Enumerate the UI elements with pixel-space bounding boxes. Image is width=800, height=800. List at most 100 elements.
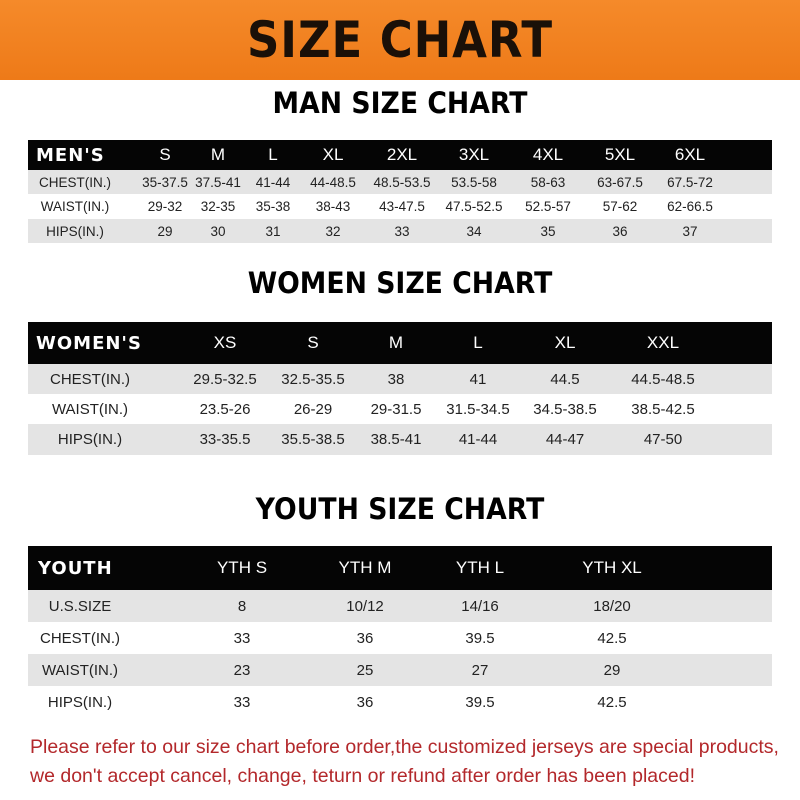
size-value: 33-35.5: [199, 431, 251, 448]
measure-label: HIPS(IN.): [46, 223, 104, 239]
size-header: YTH S: [216, 558, 268, 577]
size-value: 31: [265, 223, 281, 239]
order-notice: Please refer to our size chart before or…: [30, 733, 790, 791]
size-value: 41: [469, 370, 487, 388]
size-header: 2XL: [386, 145, 418, 164]
size-value: 37.5-41: [195, 174, 241, 190]
size-value: 47-50: [643, 431, 683, 448]
size-value: 32-35: [200, 199, 236, 214]
size-value: 47.5-52.5: [445, 199, 503, 214]
size-value: 10/12: [346, 597, 384, 615]
measure-label: WAIST(IN.): [51, 400, 129, 418]
measure-label: U.S.SIZE: [48, 597, 112, 615]
size-value: 39.5: [465, 629, 495, 647]
size-value: 33: [233, 629, 251, 647]
size-value: 58-63: [530, 174, 566, 190]
size-value: 42.5: [597, 693, 627, 711]
youth-header-row: YOUTH YTH S YTH M YTH L YTH XL: [28, 546, 772, 590]
size-value: 31.5-34.5: [446, 400, 510, 418]
size-value: 62-66.5: [667, 199, 713, 214]
table-row: HIPS(IN.) 33-35.5 35.5-38.5 38.5-41 41-44 44-…: [28, 424, 772, 455]
size-value: 26-29: [293, 400, 333, 418]
size-value: 39.5: [465, 693, 495, 711]
table-row: HIPS(IN.) 33 36 39.5 42.5: [28, 686, 772, 718]
youth-chart-title: YOUTH SIZE CHART: [255, 492, 545, 526]
size-value: 48.5-53.5: [373, 174, 431, 190]
size-value: 36: [356, 629, 374, 647]
size-header: 5XL: [604, 145, 636, 164]
size-value: 32: [325, 223, 341, 239]
size-value: 53.5-58: [451, 174, 497, 190]
size-value: 36: [356, 693, 374, 711]
size-value: 18/20: [593, 597, 631, 615]
size-value: 44-47: [545, 431, 585, 448]
measure-label: WAIST(IN.): [40, 199, 110, 214]
size-header: L: [473, 333, 483, 352]
size-header: YTH XL: [582, 558, 642, 577]
size-value: 57-62: [602, 199, 638, 214]
table-row: WAIST(IN.) 29-32 32-35 35-38 38-43 43-47.5 47.…: [28, 194, 772, 219]
size-value: 44.5-48.5: [631, 370, 695, 388]
notice-line-2: we don't accept cancel, change, teturn o…: [30, 765, 695, 787]
size-value: 23.5-26: [199, 400, 251, 418]
table-row: WAIST(IN.) 23 25 27 29: [28, 654, 772, 686]
size-header: M: [388, 333, 404, 352]
size-value: 29-31.5: [370, 400, 422, 418]
size-header: 4XL: [532, 145, 564, 164]
banner-title: SIZE CHART: [246, 11, 554, 69]
size-value: 34.5-38.5: [533, 400, 597, 418]
men-chart-title: MAN SIZE CHART: [272, 86, 528, 120]
measure-label: CHEST(IN.): [40, 629, 120, 647]
measure-label: CHEST(IN.): [39, 174, 111, 190]
table-row: CHEST(IN.) 33 36 39.5 42.5: [28, 622, 772, 654]
table-label: MEN'S: [36, 144, 105, 166]
youth-size-table: YOUTH YTH S YTH M YTH L YTH XL U.S.SIZE 8 10/12…: [28, 546, 772, 718]
size-header: S: [307, 333, 319, 352]
size-value: 35.5-38.5: [281, 431, 345, 448]
size-value: 63-67.5: [597, 174, 643, 190]
size-value: 23: [233, 661, 251, 679]
table-row: U.S.SIZE 8 10/12 14/16 18/20: [28, 590, 772, 622]
size-value: 34: [466, 223, 482, 239]
size-value: 44-48.5: [310, 174, 356, 190]
size-header: XXL: [646, 333, 680, 352]
size-value: 29-32: [147, 199, 183, 214]
size-value: 52.5-57: [525, 199, 571, 214]
size-header: 6XL: [674, 145, 706, 164]
size-header: XL: [554, 333, 576, 352]
size-value: 37: [682, 223, 698, 239]
size-value: 67.5-72: [667, 174, 713, 190]
size-header: M: [210, 145, 226, 164]
size-value: 42.5: [597, 629, 627, 647]
size-value: 38.5-42.5: [631, 400, 695, 418]
size-value: 33: [394, 223, 410, 239]
size-value: 38: [387, 370, 405, 388]
size-value: 29.5-32.5: [193, 370, 257, 388]
size-value: 41-44: [255, 174, 291, 190]
table-row: WAIST(IN.) 23.5-26 26-29 29-31.5 31.5-34.5 34…: [28, 394, 772, 424]
size-chart-banner: SIZE CHART: [0, 0, 800, 80]
measure-label: WAIST(IN.): [41, 661, 119, 679]
size-value: 35: [540, 223, 556, 239]
size-value: 27: [471, 661, 489, 679]
women-header-row: WOMEN'S XS S M L XL XXL: [28, 322, 772, 364]
men-size-table: MEN'S S M L XL 2XL 3XL 4XL 5XL 6XL CHEST(IN.) 35-37…: [28, 140, 772, 243]
notice-line-1: Please refer to our size chart before or…: [30, 736, 779, 758]
size-value: 35-37.5: [142, 174, 188, 190]
table-label: WOMEN'S: [36, 332, 142, 354]
size-header: XS: [213, 333, 237, 352]
size-header: 3XL: [458, 145, 490, 164]
size-value: 38-43: [315, 199, 351, 214]
size-value: 44.5: [550, 370, 580, 388]
table-row: HIPS(IN.) 29 30 31 32 33 34 35 36 37: [28, 219, 772, 243]
size-header: XL: [322, 145, 344, 164]
women-size-table: WOMEN'S XS S M L XL XXL CHEST(IN.) 29.5-32.5 32.5…: [28, 322, 772, 455]
size-value: 43-47.5: [379, 199, 425, 214]
size-header: YTH L: [455, 558, 505, 577]
men-header-row: MEN'S S M L XL 2XL 3XL 4XL 5XL 6XL: [28, 140, 772, 170]
size-value: 29: [157, 223, 173, 239]
table-row: CHEST(IN.) 35-37.5 37.5-41 41-44 44-48.5 48.5…: [28, 170, 772, 194]
size-header: L: [268, 145, 278, 164]
size-value: 30: [210, 223, 226, 239]
size-value: 33: [233, 693, 251, 711]
